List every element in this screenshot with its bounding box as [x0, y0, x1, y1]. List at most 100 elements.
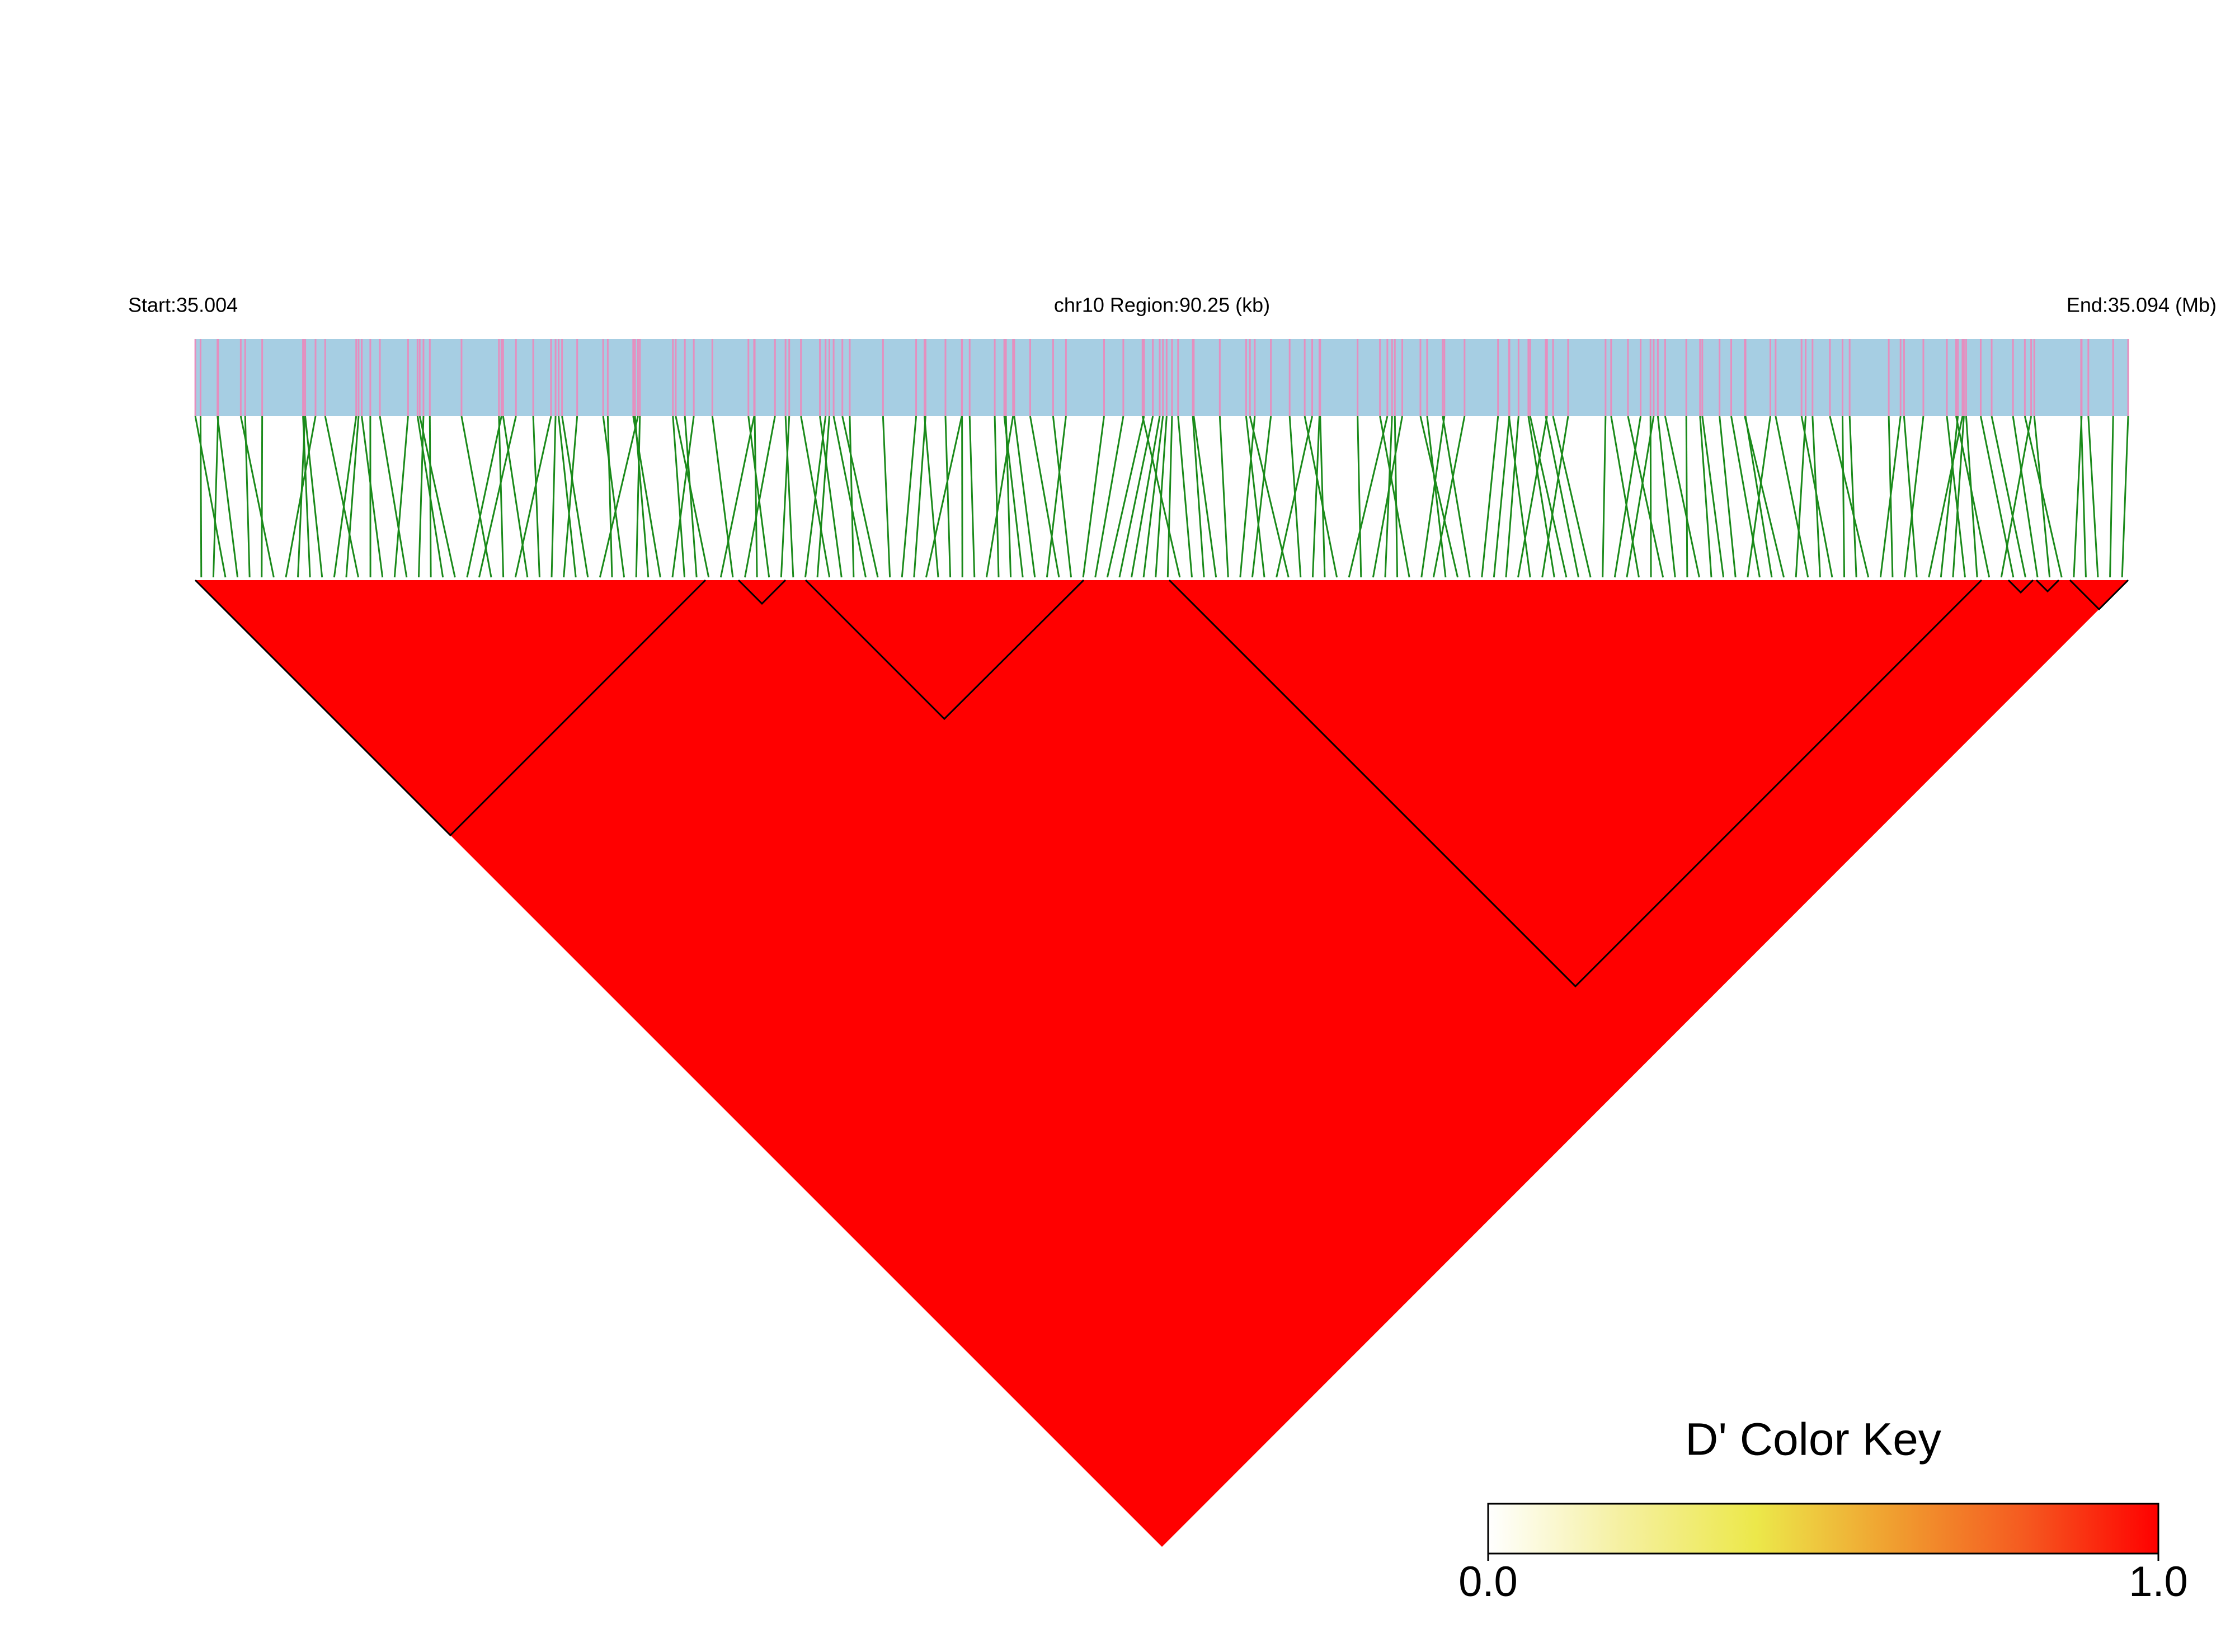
ld-block: [2007, 579, 2034, 594]
snp-connector: [1730, 416, 1761, 578]
snp-connector: [1517, 416, 1548, 578]
snp-connector: [849, 416, 855, 578]
snp-connector: [550, 416, 557, 578]
snp-connector: [2073, 416, 2083, 578]
snp-connector: [302, 416, 311, 578]
snp-connector: [841, 416, 879, 578]
snp-connector: [985, 416, 1014, 578]
snp-connector: [1613, 416, 1642, 578]
snp-connector: [1304, 416, 1338, 578]
snp-connector: [1420, 416, 1446, 578]
snp-connector: [1800, 416, 1833, 578]
snp-connector: [1029, 416, 1060, 578]
snp-connector: [1003, 416, 1024, 578]
snp-connector: [675, 416, 710, 578]
snp-connector: [345, 416, 360, 578]
snp-connector: [1649, 416, 1652, 578]
snp-connector: [1319, 416, 1326, 578]
snp-connector: [1627, 416, 1664, 578]
snp-connector: [1357, 416, 1362, 578]
ld-block: [2069, 579, 2129, 611]
snp-connector: [747, 416, 770, 578]
snp-connector: [558, 416, 577, 578]
snp-connector: [1419, 416, 1459, 578]
snp-connector: [1505, 416, 1519, 578]
snp-connector: [1991, 416, 2026, 578]
snp-connector: [1508, 416, 1531, 578]
snp-connector: [784, 416, 794, 578]
snp-connector: [466, 416, 502, 578]
snp-connector: [1529, 416, 1568, 578]
snp-connector: [632, 416, 661, 578]
snp-connector: [498, 416, 505, 578]
snp-connector: [2080, 416, 2087, 578]
snp-connector: [561, 416, 589, 578]
snp-connector: [1372, 416, 1403, 578]
snp-connector: [563, 416, 578, 578]
snp-connector: [1701, 416, 1725, 578]
snp-connector: [1965, 416, 1978, 578]
snp-connector: [672, 416, 686, 578]
snp-connector: [1052, 416, 1072, 578]
snp-connector: [1888, 416, 1894, 578]
snp-connector: [913, 416, 926, 578]
color-key-bar: [1487, 1503, 2159, 1555]
snp-connector: [1946, 416, 1966, 578]
snp-connector: [1046, 416, 1067, 578]
snp-connector: [324, 416, 359, 578]
snp-connector: [1379, 416, 1410, 578]
snp-connector: [1979, 416, 2015, 578]
snp-connector: [502, 416, 529, 578]
end-label: End:35.094 (Mb): [2067, 294, 2217, 317]
snp-connector: [217, 416, 239, 578]
snp-connector: [1432, 416, 1466, 578]
snp-connector: [1142, 416, 1164, 578]
snp-connector: [1249, 416, 1290, 578]
snp-track: [195, 339, 2128, 416]
snp-connector: [832, 416, 867, 578]
snp-connector: [635, 416, 641, 578]
ld-block: [1168, 579, 1983, 988]
snp-connector: [1545, 416, 1579, 578]
snp-connector: [1795, 416, 1807, 578]
snp-connector: [2109, 416, 2114, 578]
ld-block: [194, 579, 707, 837]
snp-connector: [1141, 416, 1181, 578]
snp-connector: [800, 416, 831, 578]
snp-connector: [460, 416, 492, 578]
snp-connector: [1928, 416, 1964, 578]
snp-connector: [1245, 416, 1265, 578]
snp-connector: [1848, 416, 1857, 578]
snp-connector: [1166, 416, 1173, 578]
snp-connector: [816, 416, 830, 578]
snp-connector: [1013, 416, 1036, 578]
snp-connector: [599, 416, 639, 578]
snp-connector: [514, 416, 552, 578]
start-label: Start:35.004: [128, 294, 238, 317]
snp-connector: [1288, 416, 1302, 578]
ld-block: [804, 579, 1085, 721]
snp-connector: [602, 416, 625, 578]
snp-connector: [1664, 416, 1700, 578]
snp-connector: [1106, 416, 1145, 578]
snp-connector: [304, 416, 323, 578]
snp-connector: [1481, 416, 1499, 578]
snp-connector: [994, 416, 1000, 578]
snp-connector: [1955, 416, 1991, 578]
snp-connector: [2024, 416, 2063, 578]
snp-connector: [1177, 416, 1193, 578]
snp-connector: [393, 416, 409, 578]
snp-connector: [1719, 416, 1737, 578]
region-label: chr10 Region:90.25 (kb): [1054, 294, 1270, 317]
snp-connector: [1394, 416, 1399, 578]
snp-connector: [1552, 416, 1592, 578]
snp-connector: [1527, 416, 1555, 578]
snp-connector: [1744, 416, 1773, 578]
snp-connector: [1442, 416, 1471, 578]
snp-connector: [1744, 416, 1785, 578]
snp-connector: [1426, 416, 1447, 578]
ld-blocks: [194, 579, 2129, 988]
snp-connector: [961, 416, 963, 578]
snp-connector: [671, 416, 695, 578]
snp-connector: [968, 416, 976, 578]
